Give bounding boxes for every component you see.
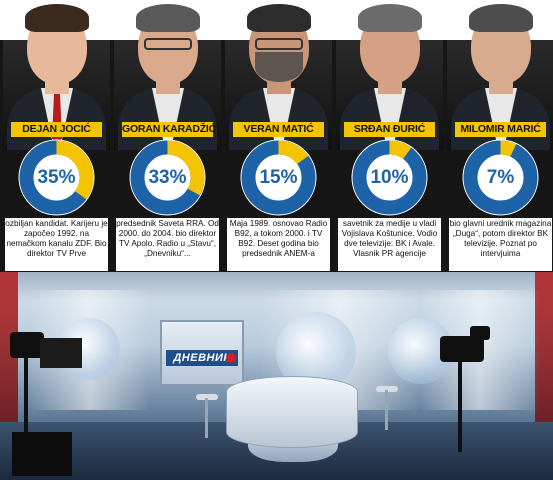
donut-svg [18, 139, 95, 216]
camera-right-top [470, 326, 490, 340]
donut-svg [351, 139, 428, 216]
donut-hole [478, 155, 523, 200]
candidate-name: MILOMIR MARIĆ [455, 122, 546, 137]
dnevnik-logo: ДНЕВНИК [166, 350, 238, 366]
camera-left [10, 332, 44, 358]
candidate-hair [469, 4, 533, 32]
candidate-donut-chart: 15% [239, 138, 318, 217]
candidate-donut-chart: 33% [128, 138, 207, 217]
candidate-card: VERAN MATIĆ 15% Maja 1989. osnovao Radio B… [225, 0, 332, 272]
candidate-hair [358, 4, 422, 32]
candidate-glasses [255, 38, 303, 50]
candidate-hair [25, 4, 89, 32]
candidate-photo [3, 0, 110, 150]
donut-share [463, 140, 538, 215]
candidate-donut-chart: 10% [350, 138, 429, 217]
candidate-beard [255, 52, 303, 82]
candidate-percent: 7% [486, 167, 515, 188]
donut-share [130, 140, 205, 215]
candidate-glasses [144, 38, 192, 50]
candidate-hair [136, 4, 200, 32]
donut-hole [34, 155, 79, 200]
donut-svg [462, 139, 539, 216]
camera-right-stand [458, 362, 462, 452]
donut-share [352, 140, 427, 215]
stool-left-leg [205, 398, 208, 438]
candidate-tie [52, 94, 62, 146]
candidate-card: SRĐAN ĐURIĆ 10% savetnik za medije u vladi… [336, 0, 443, 272]
candidate-percent: 10% [370, 167, 409, 188]
candidate-bio: Maja 1989. osnovao Radio B92, a tokom 20… [227, 218, 330, 271]
donut-hole [367, 155, 412, 200]
candidate-donut-chart: 35% [17, 138, 96, 217]
tv-studio-photo: ДНЕВНИК [0, 272, 553, 480]
candidate-bio: predsednik Saveta RRA. Od 2000. do 2004.… [116, 218, 219, 271]
donut-hole [145, 155, 190, 200]
camera-right [440, 336, 484, 362]
stool-right-leg [385, 390, 388, 430]
donut-share [241, 140, 316, 215]
dnevnik-logo-dot [226, 353, 236, 363]
donut-share [19, 140, 94, 215]
candidate-name: VERAN MATIĆ [233, 122, 324, 137]
candidate-name: GORAN KARADŽIĆ [122, 122, 217, 137]
candidate-card: MILOMIR MARIĆ 7% bio glavni urednik magazi… [447, 0, 553, 272]
donut-svg [240, 139, 317, 216]
camera-left-dolly [12, 432, 72, 476]
candidate-card: DEJAN JOCIĆ 35% ozbiljan kandidat. Karijer… [3, 0, 110, 272]
camera-left-stand [24, 358, 28, 468]
candidate-bio: ozbiljan kandidat. Karijeru je započeo 1… [5, 218, 108, 271]
candidate-name: DEJAN JOCIĆ [11, 122, 102, 137]
candidate-percent: 15% [259, 167, 298, 188]
candidate-card: GORAN KARADŽIĆ 33% predsednik Saveta RRA. … [114, 0, 221, 272]
candidate-bio: bio glavni urednik magazina „Duga“, poto… [449, 218, 552, 271]
candidate-donut-chart: 7% [461, 138, 540, 217]
candidate-hair [247, 4, 311, 32]
camera-left-monitor [40, 338, 82, 368]
donut-hole [256, 155, 301, 200]
stool-right [376, 386, 398, 392]
candidate-percent: 35% [37, 167, 76, 188]
candidate-bio: savetnik za medije u vladi Vojislava Koš… [338, 218, 441, 271]
news-desk [226, 376, 358, 448]
donut-svg [129, 139, 206, 216]
stool-left [196, 394, 218, 400]
candidate-name: SRĐAN ĐURIĆ [344, 122, 435, 137]
candidate-percent: 33% [148, 167, 187, 188]
